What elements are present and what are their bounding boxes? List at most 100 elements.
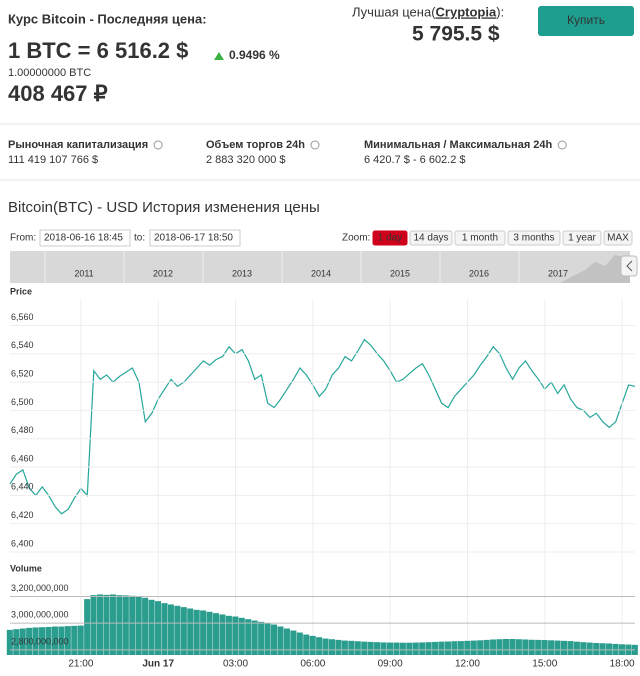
zoom-button[interactable] xyxy=(372,230,408,246)
volume-bar xyxy=(135,596,142,655)
x-tick-label: Jun 17 xyxy=(142,659,174,670)
volume-bar xyxy=(219,614,226,655)
volume-bar xyxy=(386,642,394,655)
from-value: 2018-06-16 18:45 xyxy=(44,233,123,244)
volume-bar xyxy=(580,642,587,655)
volume-bar xyxy=(32,627,39,655)
volume-bar xyxy=(296,632,303,655)
volume-bar xyxy=(122,595,129,655)
title: Курс Bitcoin - Последняя цена: xyxy=(8,11,207,26)
volume-bar xyxy=(528,639,535,655)
volume-bar xyxy=(200,610,207,655)
volume-bar xyxy=(103,594,110,655)
navigator-year: 2011 xyxy=(74,268,93,278)
zoom-button-label: 3 months xyxy=(513,233,554,244)
volume-bar xyxy=(464,640,471,655)
volume-bar xyxy=(303,634,310,655)
volume-bar xyxy=(19,628,26,655)
navigator-handle[interactable] xyxy=(620,255,638,277)
volume-bar xyxy=(509,638,516,655)
navigator-year: 2017 xyxy=(548,268,568,278)
volume-bar xyxy=(477,640,484,655)
volume-bar xyxy=(6,629,13,655)
volume-bar xyxy=(406,642,413,655)
to-input[interactable] xyxy=(149,229,241,247)
volume-bar xyxy=(412,642,419,655)
zoom-button-label: MAX xyxy=(607,233,629,244)
volume-bar xyxy=(432,641,439,655)
info-icon xyxy=(557,140,567,150)
stat-label: Минимальная / Максимальная 24h xyxy=(364,139,553,151)
zoom-button[interactable] xyxy=(454,230,506,246)
volume-bar xyxy=(593,642,600,655)
best-price: 5 795.5 $ xyxy=(412,23,500,46)
volume-bar xyxy=(187,608,194,655)
zoom-button[interactable] xyxy=(507,230,561,246)
zoom-button[interactable] xyxy=(409,230,453,246)
stat-label: Объем торгов 24h xyxy=(206,139,305,151)
volume-bar xyxy=(39,627,46,655)
volume-bar xyxy=(245,619,252,655)
change: 0.9496 % xyxy=(229,48,280,62)
volume-bar xyxy=(58,626,65,655)
volume-bar xyxy=(457,641,464,655)
volume-bar xyxy=(548,640,555,655)
y-tick-label: 6,480 xyxy=(11,425,34,435)
price-line xyxy=(9,338,636,515)
buy-button[interactable] xyxy=(538,6,634,36)
zoom-button-label: 1 day xyxy=(378,233,402,244)
volume-bar xyxy=(470,640,477,655)
volume-bar xyxy=(97,594,104,655)
volume-bar xyxy=(290,630,297,655)
y-tick-label: 6,520 xyxy=(11,368,34,378)
from-label: From: xyxy=(10,233,36,244)
price-line: 1 BTC = 6 516.2 $ xyxy=(8,38,188,63)
navigator-year: 2012 xyxy=(153,268,173,278)
stat-label: Рыночная капитализация xyxy=(8,139,148,151)
navigator-year: 2013 xyxy=(232,268,252,278)
x-tick-label: 03:00 xyxy=(223,659,248,670)
volume-bar xyxy=(380,642,387,655)
navigator-year: 2014 xyxy=(311,268,331,278)
volume-bar xyxy=(225,615,232,655)
volume-bar xyxy=(232,616,239,655)
volume-bar xyxy=(90,595,97,655)
navigator xyxy=(10,251,630,283)
from-input[interactable] xyxy=(39,229,131,247)
volume-bar xyxy=(129,595,136,655)
volume-bar xyxy=(71,625,78,655)
navigator-series xyxy=(560,255,630,283)
volume-bar xyxy=(496,639,503,655)
zoom-button-label: 1 year xyxy=(568,233,596,244)
best-exchange[interactable]: Cryptopia xyxy=(436,4,497,19)
volume-bar xyxy=(560,640,567,655)
volume-bar xyxy=(599,643,606,655)
volume-bar xyxy=(148,599,155,655)
volume-bar xyxy=(77,625,84,655)
x-tick-label: 21:00 xyxy=(68,659,93,670)
buy-button-label: Купить xyxy=(567,13,605,27)
volume-bar xyxy=(399,642,406,655)
volume-bar xyxy=(393,642,400,655)
volume-bar xyxy=(328,639,336,655)
navigator-handle-arrow xyxy=(626,260,633,272)
volume-bar xyxy=(309,635,316,655)
volume-bar xyxy=(142,597,149,655)
info-icon xyxy=(310,140,320,150)
x-tick-label: 06:00 xyxy=(300,659,325,670)
volume-bar xyxy=(258,621,265,655)
navigator-year: 2016 xyxy=(469,268,489,278)
volume-bar xyxy=(341,640,348,655)
stat-value: 111 419 107 766 $ xyxy=(8,154,98,166)
volume-bar xyxy=(51,626,58,655)
volume-bar xyxy=(270,624,278,655)
zoom-button[interactable] xyxy=(562,230,602,246)
volume-bar xyxy=(206,611,213,655)
volume-bar xyxy=(116,595,123,655)
volume-bar xyxy=(109,594,116,655)
volume-bar xyxy=(84,599,91,655)
volume-bar xyxy=(64,626,71,655)
zoom-button[interactable] xyxy=(603,230,633,246)
x-tick-label: 12:00 xyxy=(455,659,480,670)
